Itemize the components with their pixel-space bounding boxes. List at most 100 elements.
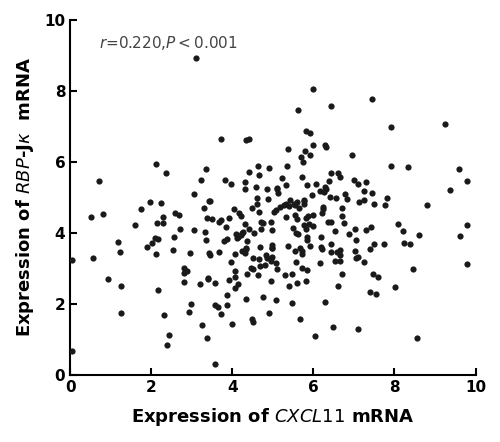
Point <box>280 202 288 209</box>
Point <box>206 251 214 258</box>
Point <box>312 180 320 187</box>
Point <box>158 199 166 206</box>
Point <box>217 136 225 143</box>
Point <box>306 242 314 249</box>
Point <box>338 213 346 220</box>
Point <box>284 145 292 152</box>
Point <box>267 278 275 285</box>
Point <box>298 159 306 166</box>
Point <box>282 182 290 189</box>
Point <box>322 185 330 192</box>
Point <box>233 234 241 241</box>
Point <box>268 257 276 264</box>
Point <box>241 221 249 228</box>
Point <box>282 213 290 221</box>
Point <box>298 264 306 271</box>
Point <box>286 283 294 290</box>
Point <box>322 143 330 150</box>
Point <box>202 166 210 173</box>
Point <box>238 213 246 220</box>
Point <box>270 209 278 216</box>
Point <box>303 182 311 189</box>
Point <box>464 261 471 268</box>
Point <box>256 225 264 232</box>
Point <box>257 219 265 226</box>
Point <box>242 245 250 252</box>
Point <box>294 198 302 206</box>
Point <box>224 301 232 308</box>
Point <box>300 200 308 207</box>
Point <box>117 282 125 289</box>
Point <box>116 248 124 255</box>
Point <box>230 274 238 281</box>
Point <box>409 266 417 273</box>
Point <box>266 165 274 172</box>
Point <box>294 230 302 237</box>
Point <box>294 216 302 223</box>
Point <box>336 246 344 253</box>
Point <box>243 238 251 245</box>
Point <box>298 174 306 181</box>
Point <box>268 254 276 261</box>
Point <box>148 239 156 246</box>
Point <box>222 224 230 231</box>
Point <box>208 216 216 223</box>
Point <box>406 240 414 247</box>
Point <box>242 244 250 251</box>
Point <box>446 186 454 193</box>
Point <box>200 204 207 211</box>
Point <box>226 215 234 222</box>
Point <box>180 278 188 286</box>
Point <box>176 225 184 232</box>
Point <box>298 248 306 255</box>
Point <box>274 266 281 273</box>
Point <box>288 271 296 278</box>
Point <box>245 169 253 176</box>
Point <box>238 229 246 236</box>
Point <box>190 191 198 198</box>
Point <box>360 196 368 203</box>
Point <box>366 288 374 295</box>
Point <box>68 347 76 354</box>
Point <box>201 228 209 235</box>
Point <box>154 235 162 242</box>
Point <box>272 259 280 267</box>
Point <box>381 202 389 209</box>
Point <box>360 188 368 195</box>
Point <box>278 174 285 181</box>
Point <box>250 266 258 273</box>
Point <box>366 224 374 231</box>
Point <box>382 194 390 201</box>
Point <box>370 241 378 248</box>
Point <box>362 227 370 234</box>
Point <box>196 176 204 183</box>
Point <box>391 284 399 291</box>
Point <box>354 181 362 188</box>
Point <box>274 190 281 197</box>
Point <box>68 256 76 263</box>
Point <box>295 204 303 211</box>
Point <box>203 334 211 341</box>
Point <box>354 253 362 260</box>
Point <box>230 206 238 213</box>
Point <box>464 222 471 229</box>
Point <box>399 227 407 234</box>
Point <box>262 186 270 193</box>
Point <box>220 176 228 183</box>
Point <box>423 202 431 209</box>
Point <box>355 199 363 206</box>
Point <box>415 232 423 239</box>
Point <box>230 285 238 292</box>
Point <box>268 227 276 234</box>
Point <box>327 103 335 110</box>
Point <box>252 184 260 191</box>
Point <box>254 162 262 169</box>
Point <box>332 194 340 201</box>
Point <box>329 324 337 331</box>
Point <box>274 185 281 192</box>
Point <box>300 221 308 228</box>
Point <box>180 269 188 276</box>
Point <box>293 279 301 286</box>
Point <box>291 212 299 219</box>
Point <box>248 204 256 211</box>
